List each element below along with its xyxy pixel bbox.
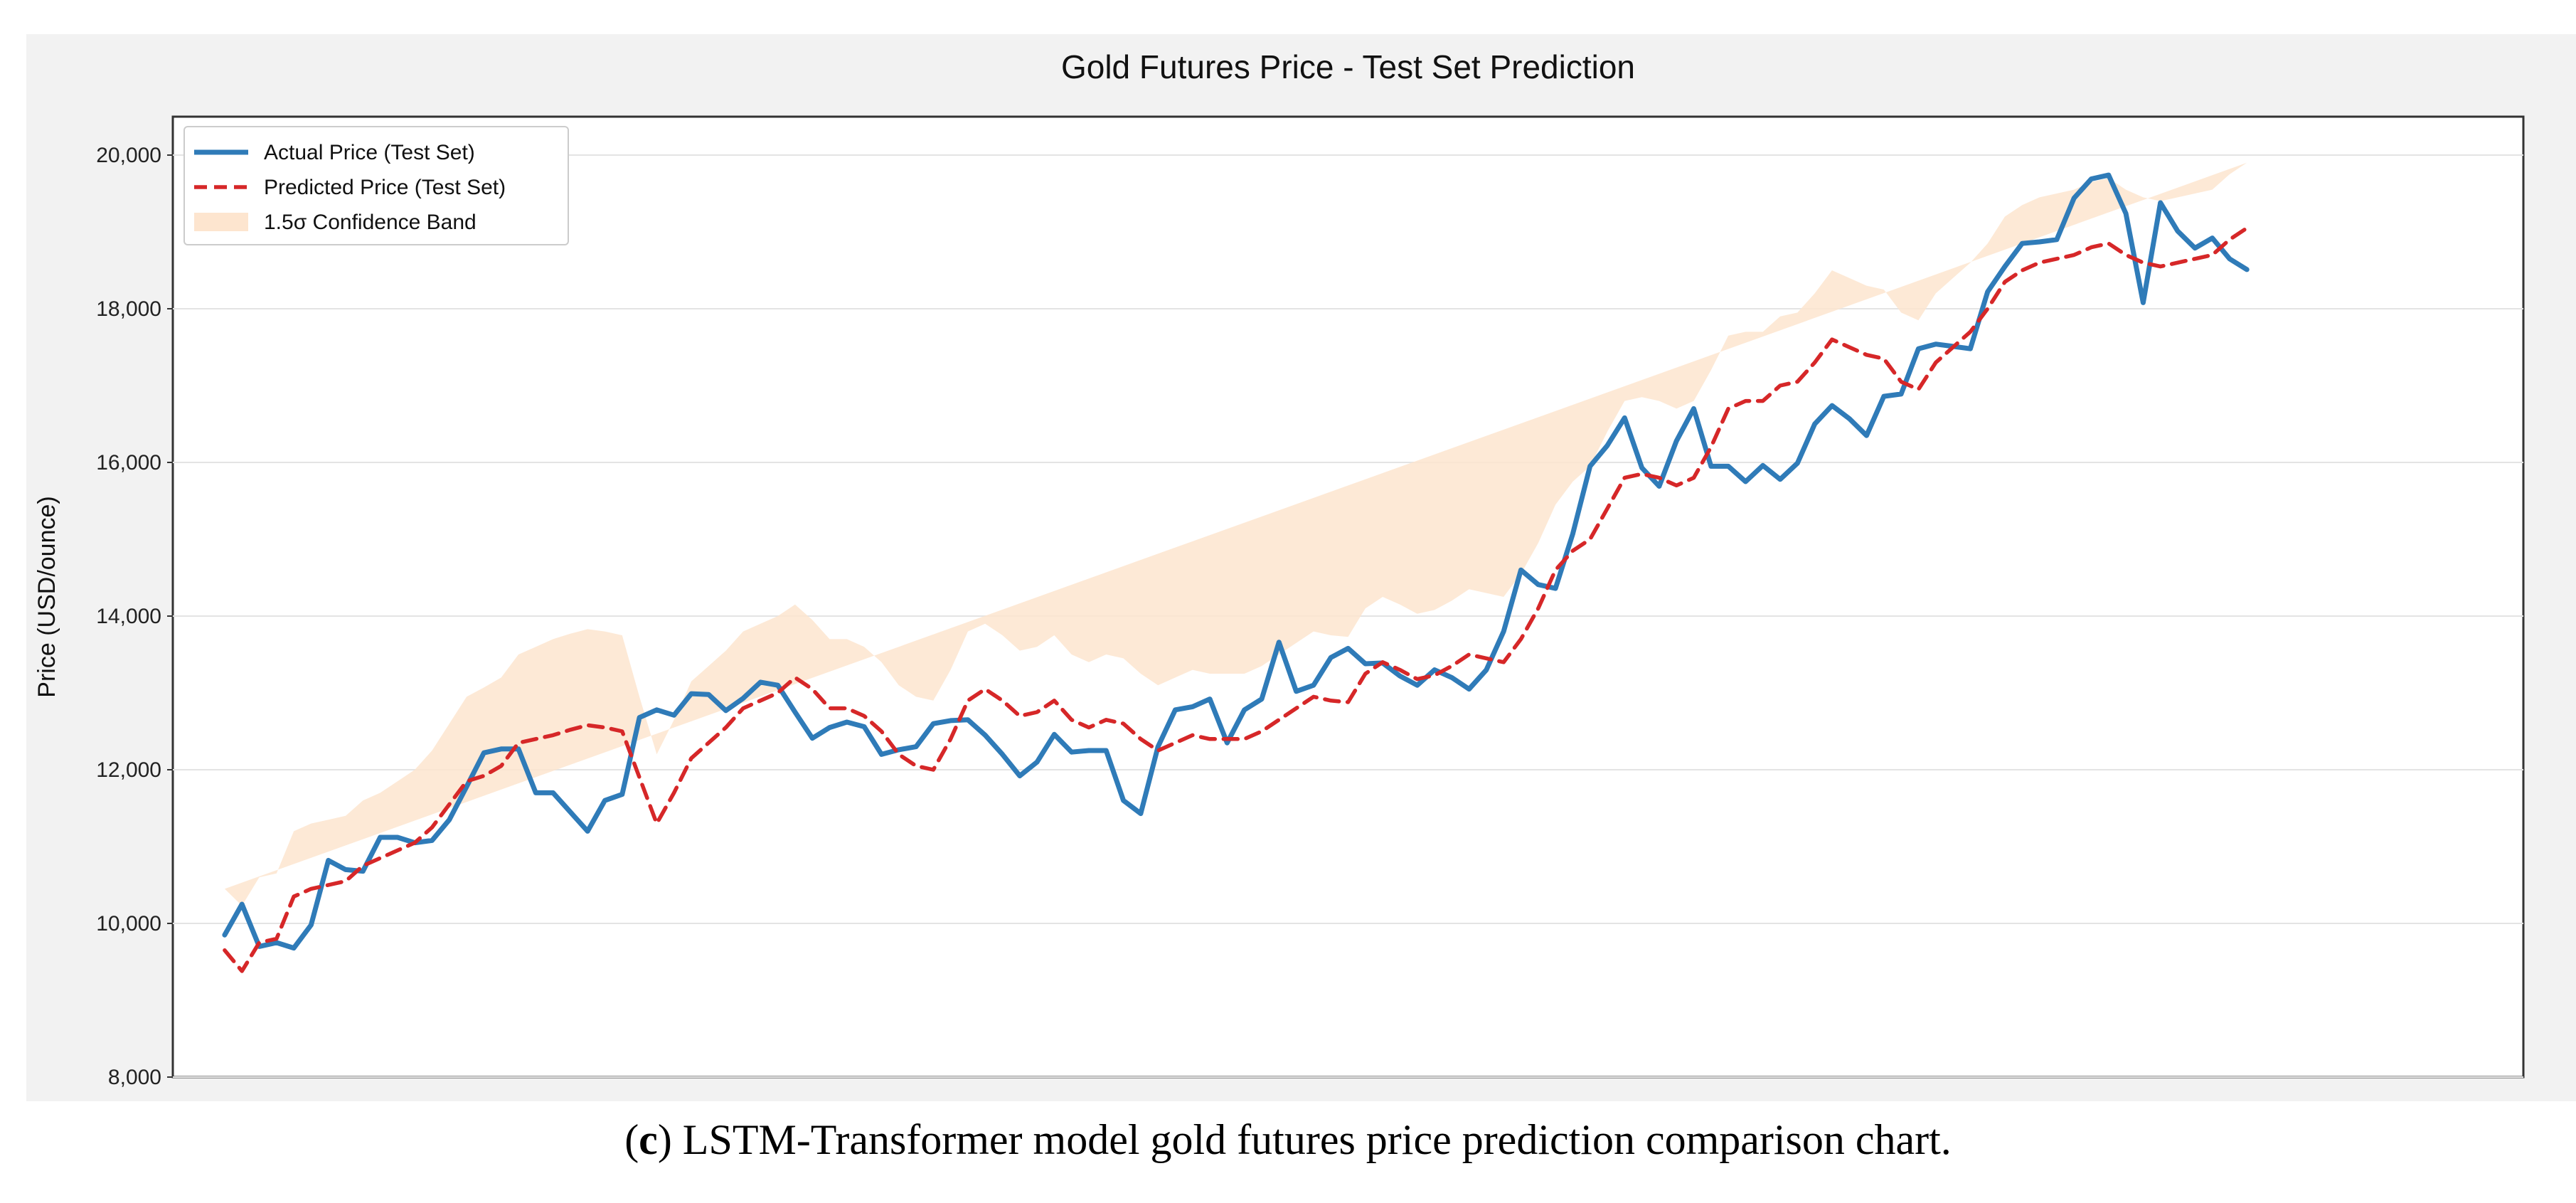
y-axis-ticks: 8,000 10,000 12,000 14,000 16,000 18,000 20,00…	[96, 144, 173, 1089]
caption-paren-close: )	[657, 1116, 672, 1163]
figure-caption: (c) LSTM-Transformer model gold futures …	[0, 1115, 2576, 1165]
predicted-price-line	[223, 226, 2249, 973]
chart-title: Gold Futures Price - Test Set Prediction	[1061, 48, 1635, 85]
caption-text: LSTM-Transformer model gold futures pric…	[671, 1116, 1952, 1163]
y-tick-label: 16,000	[96, 451, 161, 475]
y-tick-label: 18,000	[96, 297, 161, 321]
chart-svg: Gold Futures Price - Test Set Prediction…	[33, 48, 2525, 1089]
confidence-band-area	[224, 162, 2247, 906]
legend-label-predicted: Predicted Price (Test Set)	[264, 176, 506, 199]
confidence-band	[224, 162, 2247, 906]
y-tick-label: 14,000	[96, 605, 161, 628]
legend-label-band: 1.5σ Confidence Band	[264, 211, 477, 234]
y-tick-label: 20,000	[96, 144, 161, 167]
grid-lines	[173, 154, 2523, 1078]
figure-panel: Gold Futures Price - Test Set Prediction…	[26, 34, 2576, 1101]
caption-label: c	[639, 1116, 658, 1163]
actual-price-line	[222, 172, 2250, 951]
legend-box	[183, 126, 569, 245]
y-tick-label: 10,000	[96, 912, 161, 936]
y-tick-label: 8,000	[108, 1066, 161, 1089]
caption-paren-open: (	[624, 1116, 639, 1163]
series-lines	[222, 172, 2250, 973]
legend-label-actual: Actual Price (Test Set)	[264, 141, 475, 164]
legend-swatch-band	[194, 213, 248, 231]
legend: Actual Price (Test Set) Predicted Price …	[183, 126, 569, 245]
y-axis-label: Price (USD/ounce)	[33, 496, 60, 697]
y-tick-label: 12,000	[96, 758, 161, 782]
